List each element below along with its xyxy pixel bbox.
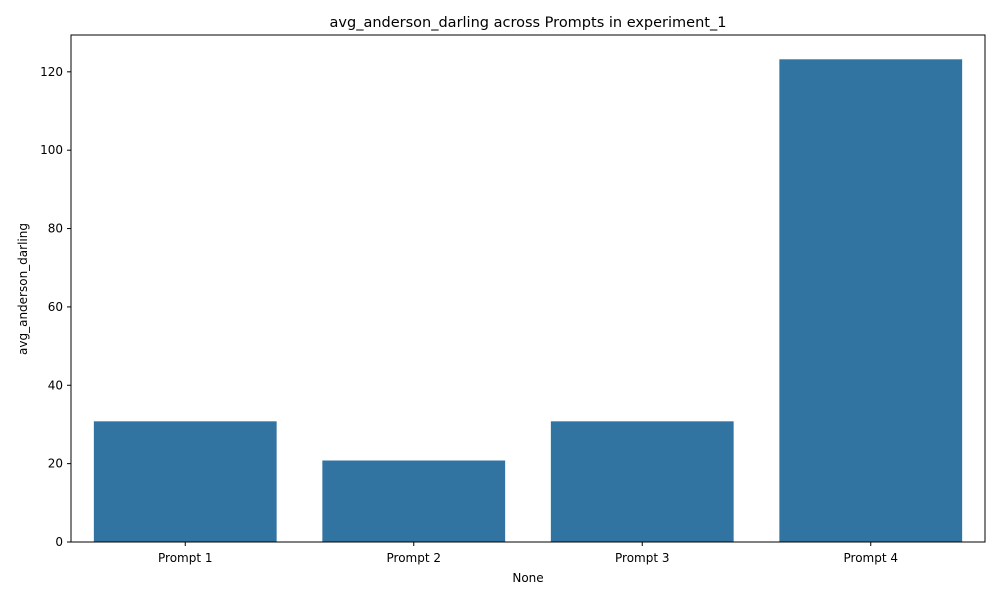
bar-2 xyxy=(322,460,506,542)
bar-1 xyxy=(93,421,277,542)
y-tick-label: 80 xyxy=(48,222,63,236)
y-axis-ticks: 0 20 40 60 80 100 120 xyxy=(40,65,71,549)
bar-4 xyxy=(779,59,963,542)
y-tick-label: 0 xyxy=(55,535,63,549)
y-tick-label: 40 xyxy=(48,378,63,392)
x-axis-ticks: Prompt 1 Prompt 2 Prompt 3 Prompt 4 xyxy=(158,542,898,565)
y-tick-label: 100 xyxy=(40,143,63,157)
chart-title: avg_anderson_darling across Prompts in e… xyxy=(330,15,727,31)
x-tick-label: Prompt 1 xyxy=(158,551,213,565)
y-axis-label: avg_anderson_darling xyxy=(16,223,30,355)
y-tick-label: 60 xyxy=(48,300,63,314)
x-tick-label: Prompt 4 xyxy=(844,551,899,565)
x-tick-label: Prompt 2 xyxy=(387,551,442,565)
x-tick-label: Prompt 3 xyxy=(615,551,670,565)
y-tick-label: 20 xyxy=(48,457,63,471)
x-axis-label: None xyxy=(512,571,543,585)
bar-3 xyxy=(550,421,734,542)
y-tick-label: 120 xyxy=(40,65,63,79)
plot-frame xyxy=(70,34,986,543)
bars-group xyxy=(93,59,963,542)
